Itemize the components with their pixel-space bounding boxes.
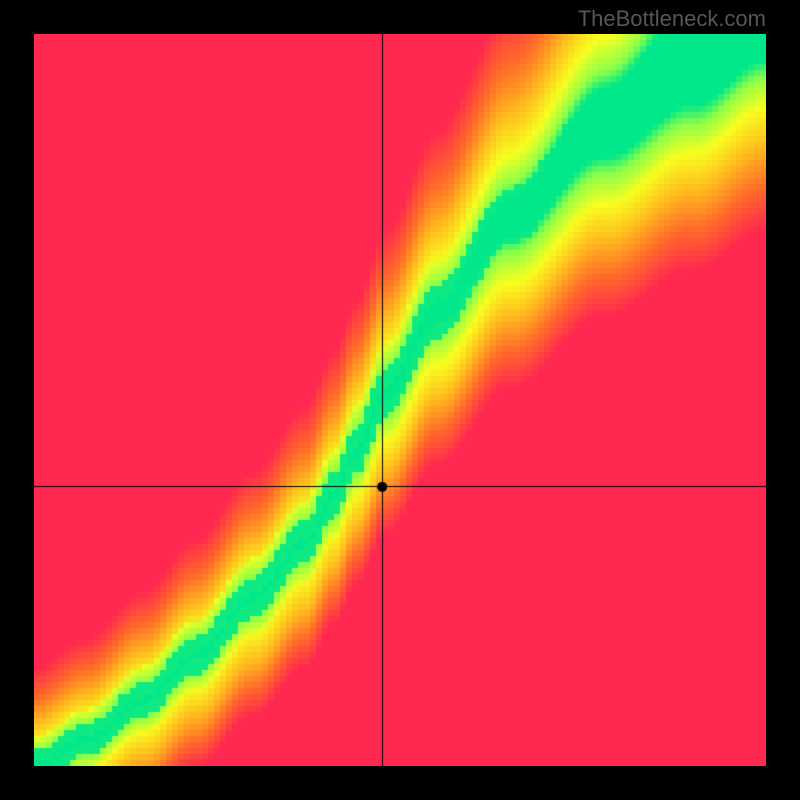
bottleneck-heatmap (34, 34, 766, 766)
image-frame: TheBottleneck.com (0, 0, 800, 800)
watermark-text: TheBottleneck.com (578, 6, 766, 32)
